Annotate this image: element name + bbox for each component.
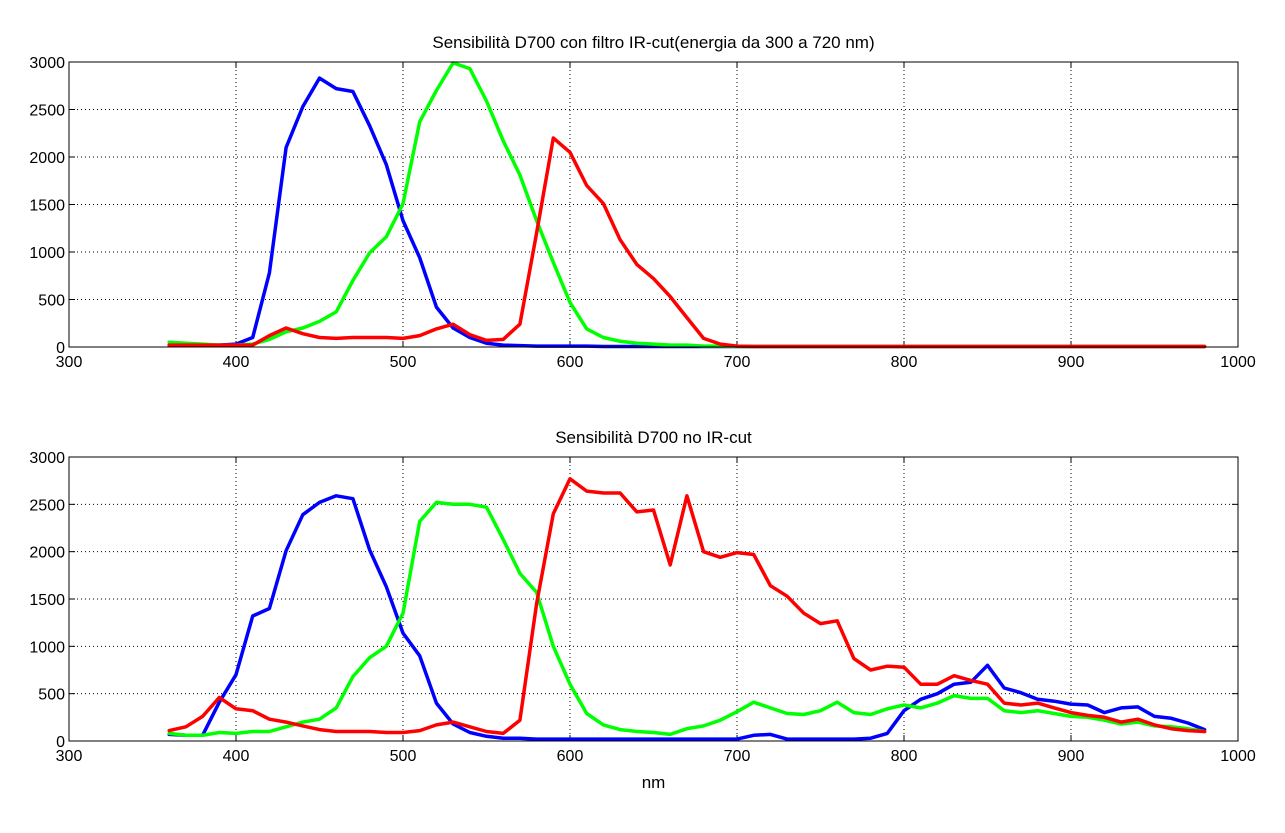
- x-tick-label: 1000: [1220, 748, 1256, 765]
- x-tick-label: 300: [56, 354, 83, 371]
- x-tick-label: 1000: [1220, 354, 1256, 371]
- chart-top: 300 400 500 600 700 800 900 1000 0 500 1000 1500 200…: [29, 33, 1255, 371]
- y-tick-label: 2500: [29, 497, 65, 514]
- x-tick-label: 800: [891, 748, 918, 765]
- y-tick-label: 2000: [29, 150, 65, 167]
- x-tick-label: 500: [390, 748, 417, 765]
- x-tick-label: 400: [223, 354, 250, 371]
- plot-frame: [68, 61, 1239, 348]
- series-line-0: [167, 494, 1207, 741]
- chart-bottom: 300 400 500 600 700 800 900 1000 0 500 1000 1500 200…: [29, 428, 1255, 792]
- y-tick-label: 2000: [29, 545, 65, 562]
- x-tick-label: 600: [557, 354, 584, 371]
- x-tick-label: 300: [56, 748, 83, 765]
- x-tick-label: 900: [1058, 748, 1085, 765]
- plot-frame: [68, 456, 1239, 742]
- y-tick-label: 500: [38, 293, 65, 310]
- y-tick-label: 1500: [29, 592, 65, 609]
- y-tick-label: 1500: [29, 198, 65, 215]
- y-tick-label: 0: [56, 734, 65, 751]
- chart-title: Sensibilità D700 con filtro IR-cut(energ…: [432, 33, 874, 52]
- x-tick-label: 700: [724, 748, 751, 765]
- y-tick-label: 3000: [29, 55, 65, 72]
- y-tick-label: 2500: [29, 103, 65, 120]
- y-tick-label: 3000: [29, 450, 65, 467]
- y-tick-label: 1000: [29, 245, 65, 262]
- y-tick-label: 0: [56, 340, 65, 357]
- x-tick-label: 400: [223, 748, 250, 765]
- x-tick-label: 900: [1058, 354, 1085, 371]
- series-line-1: [167, 500, 1207, 738]
- x-tick-label: 700: [724, 354, 751, 371]
- x-tick-label: 600: [557, 748, 584, 765]
- chart-title: Sensibilità D700 no IR-cut: [555, 428, 752, 447]
- series-line-2: [167, 477, 1207, 736]
- x-tick-label: 800: [891, 354, 918, 371]
- y-tick-label: 1000: [29, 639, 65, 656]
- y-tick-label: 500: [38, 687, 65, 704]
- x-tick-label: 500: [390, 354, 417, 371]
- x-axis-label: nm: [642, 773, 666, 792]
